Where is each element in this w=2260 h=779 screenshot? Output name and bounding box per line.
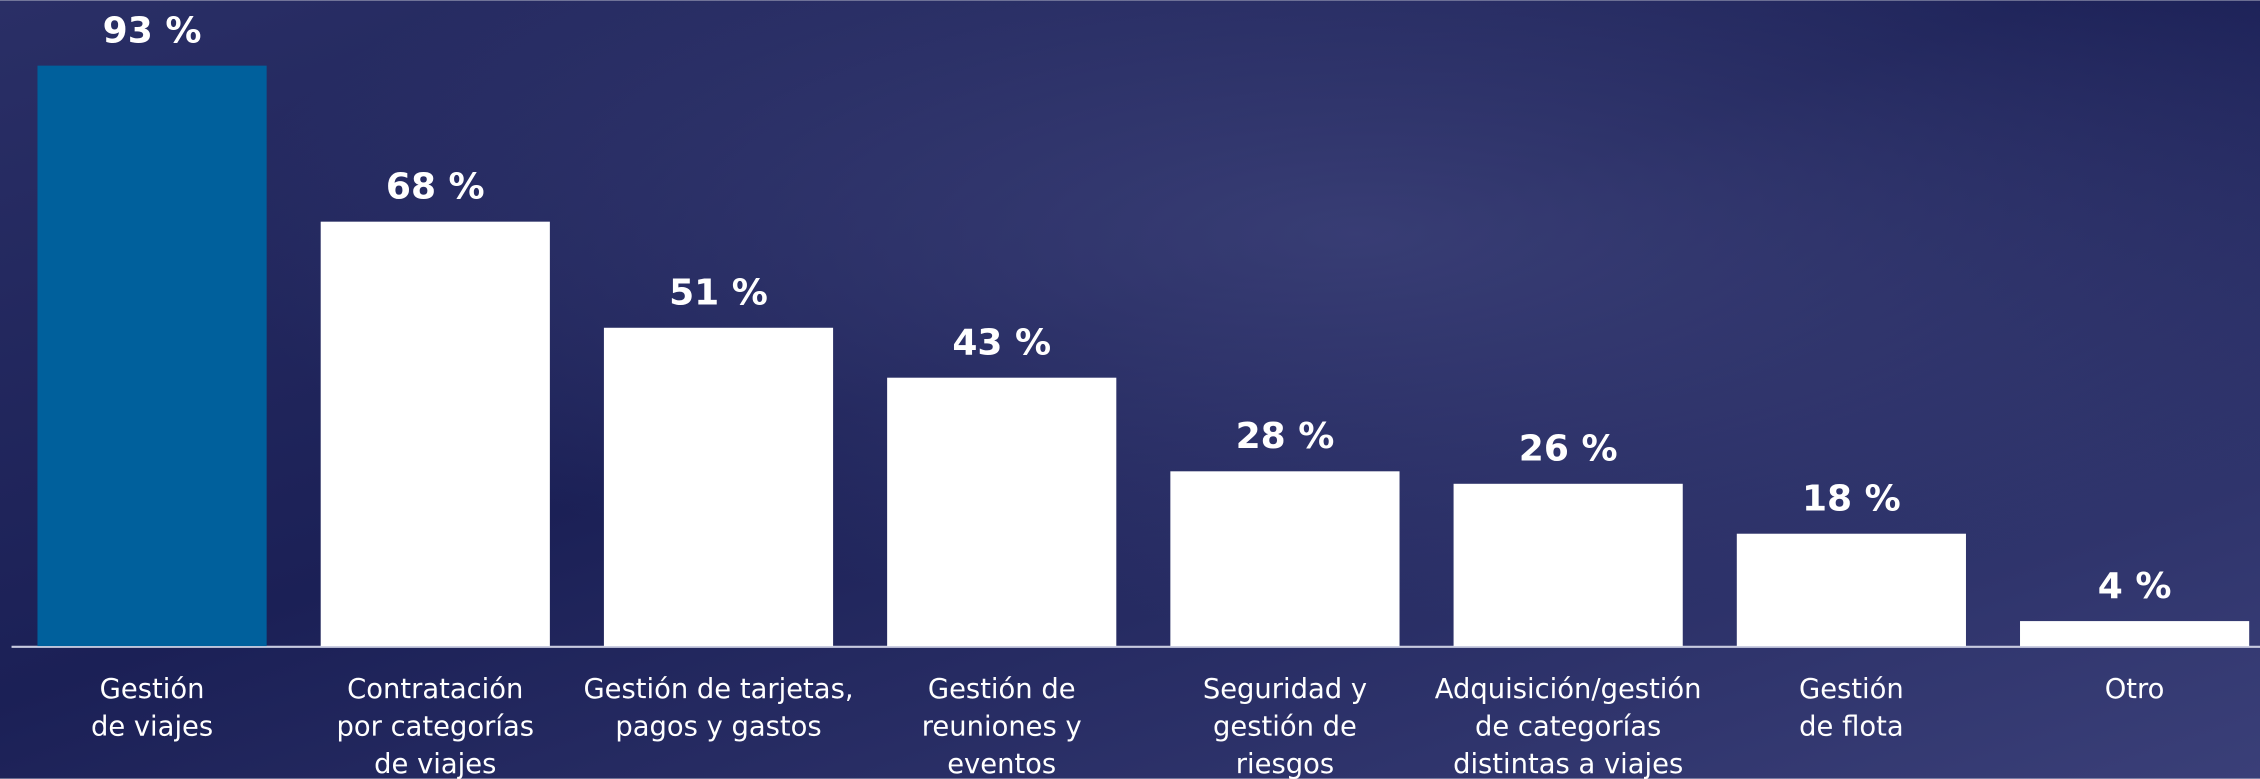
bar [37, 65, 267, 647]
value-label: 51 % [669, 273, 768, 314]
bar [320, 221, 550, 647]
value-label: 93 % [103, 11, 202, 52]
bar [1170, 471, 1400, 647]
value-label: 26 % [1519, 429, 1618, 470]
x-tick-label: Otro [2105, 674, 2165, 705]
x-tick-label: Seguridad y gestión de riesgos [1203, 674, 1367, 779]
x-tick-label: Adquisición/gestión de categorías distinta… [1435, 674, 1702, 779]
x-tick-label: Gestión de flota [1799, 674, 1904, 742]
bar [603, 327, 834, 647]
bar [887, 377, 1117, 647]
value-label: 28 % [1236, 416, 1335, 457]
value-label: 68 % [386, 167, 485, 208]
x-tick-label: Gestión de reuniones y eventos [922, 674, 1082, 779]
value-label: 18 % [1802, 479, 1901, 520]
bar [1453, 483, 1683, 647]
bar [1736, 533, 1966, 647]
x-tick-label: Gestión de viajes [91, 674, 213, 742]
x-tick-label: Contratación por categorías de viajes [337, 674, 535, 779]
x-tick-label: Gestión de tarjetas, pagos y gastos [583, 674, 853, 742]
value-label: 43 % [952, 323, 1051, 364]
bar [2020, 621, 2250, 647]
value-label: 4 % [2098, 566, 2172, 607]
